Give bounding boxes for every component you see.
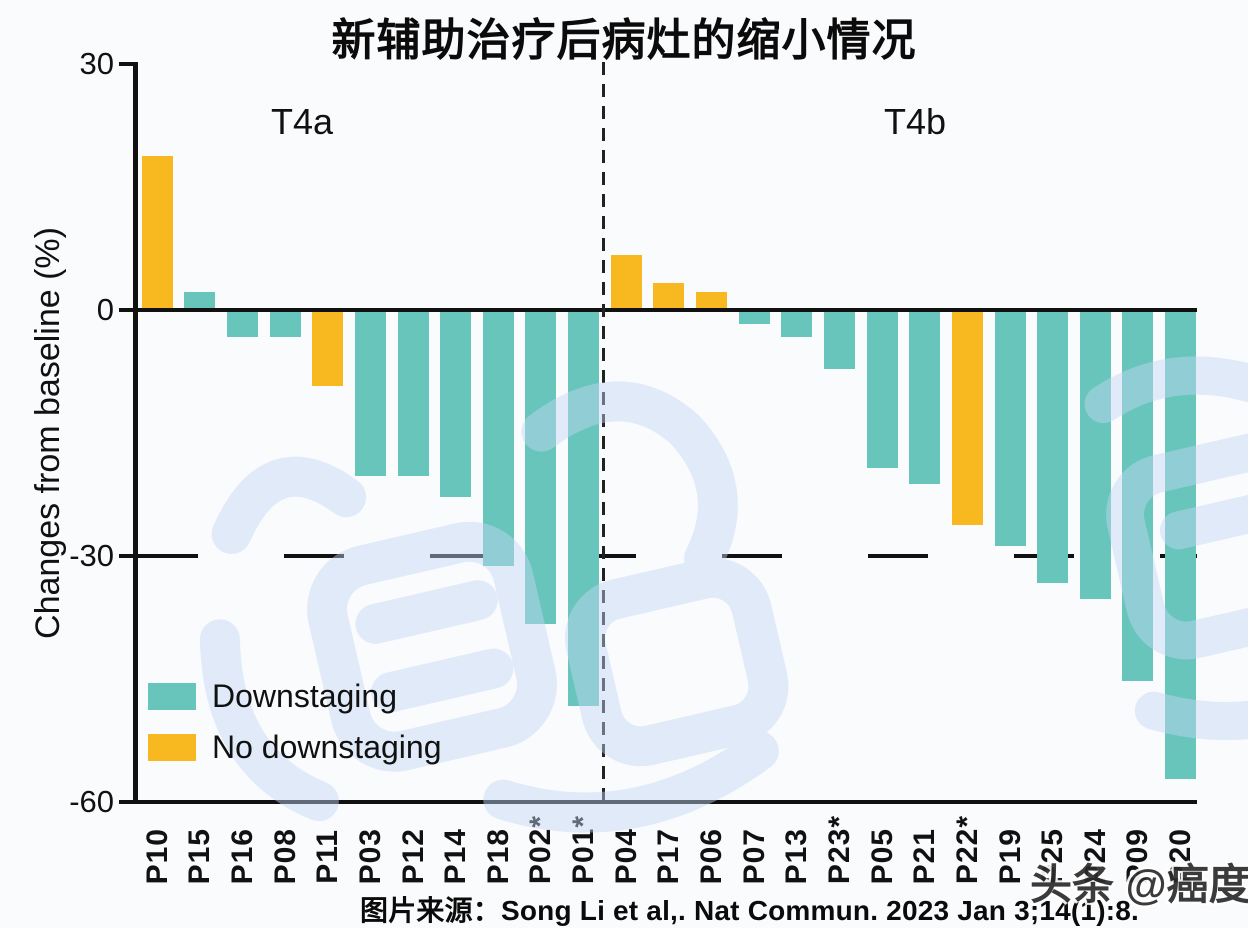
bar-P15: [184, 291, 216, 308]
y-tick-mark--30: [119, 554, 137, 558]
y-tick-label--30: -30: [69, 538, 114, 573]
bar-P06: [696, 291, 728, 308]
bar-P16: [226, 312, 258, 337]
y-tick-label--60: -60: [69, 784, 114, 819]
bar-P13: [781, 312, 813, 337]
y-axis-line: [133, 62, 138, 804]
y-tick-label-30: 30: [79, 46, 114, 81]
bar-P23: [823, 312, 855, 370]
bar-P07: [738, 312, 770, 325]
watermark-corner-text: 头条 @癌度: [1030, 861, 1248, 908]
bar-P05: [866, 312, 898, 468]
bar-P02: [525, 312, 557, 624]
legend-label-downstaging: Downstaging: [212, 678, 397, 714]
bar-P10: [141, 156, 173, 308]
y-tick-label-0: 0: [96, 292, 114, 327]
group-label-t4a: T4a: [270, 101, 334, 142]
bar-P24: [1079, 312, 1111, 599]
x-axis-bottom-line: [136, 800, 1197, 804]
y-tick-mark-0: [119, 308, 137, 312]
group-label-t4b: T4b: [883, 101, 947, 142]
y-tick-mark-30: [119, 62, 137, 66]
bar-P22: [951, 312, 983, 526]
legend-label-no-downstaging: No downstaging: [212, 729, 442, 765]
source-caption: 图片来源：Song Li et al,. Nat Commun. 2023 Ja…: [360, 895, 1140, 926]
bar-P01: [568, 312, 600, 706]
bar-P17: [653, 283, 685, 308]
legend-swatch-no-downstaging: [148, 734, 196, 761]
legend-row-downstaging: Downstaging: [148, 678, 441, 715]
bar-P11: [312, 312, 344, 386]
bar-P09: [1122, 312, 1154, 681]
y-tick-mark--60: [119, 800, 137, 804]
bar-P20: [1165, 312, 1197, 780]
legend-row-no-downstaging: No downstaging: [148, 729, 441, 766]
bar-P25: [1037, 312, 1069, 583]
bar-P08: [269, 312, 301, 337]
bar-P18: [482, 312, 514, 567]
bar-P12: [397, 312, 429, 476]
zero-baseline-line: [136, 308, 1197, 312]
bar-P03: [354, 312, 386, 476]
legend-swatch-downstaging: [148, 683, 196, 710]
chart-title: 新辅助治疗后病灶的缩小情况: [331, 16, 917, 65]
bar-P04: [610, 254, 642, 308]
bar-P19: [994, 312, 1026, 546]
bar-P21: [909, 312, 941, 485]
legend: Downstaging No downstaging: [148, 678, 441, 780]
bar-P14: [440, 312, 472, 497]
